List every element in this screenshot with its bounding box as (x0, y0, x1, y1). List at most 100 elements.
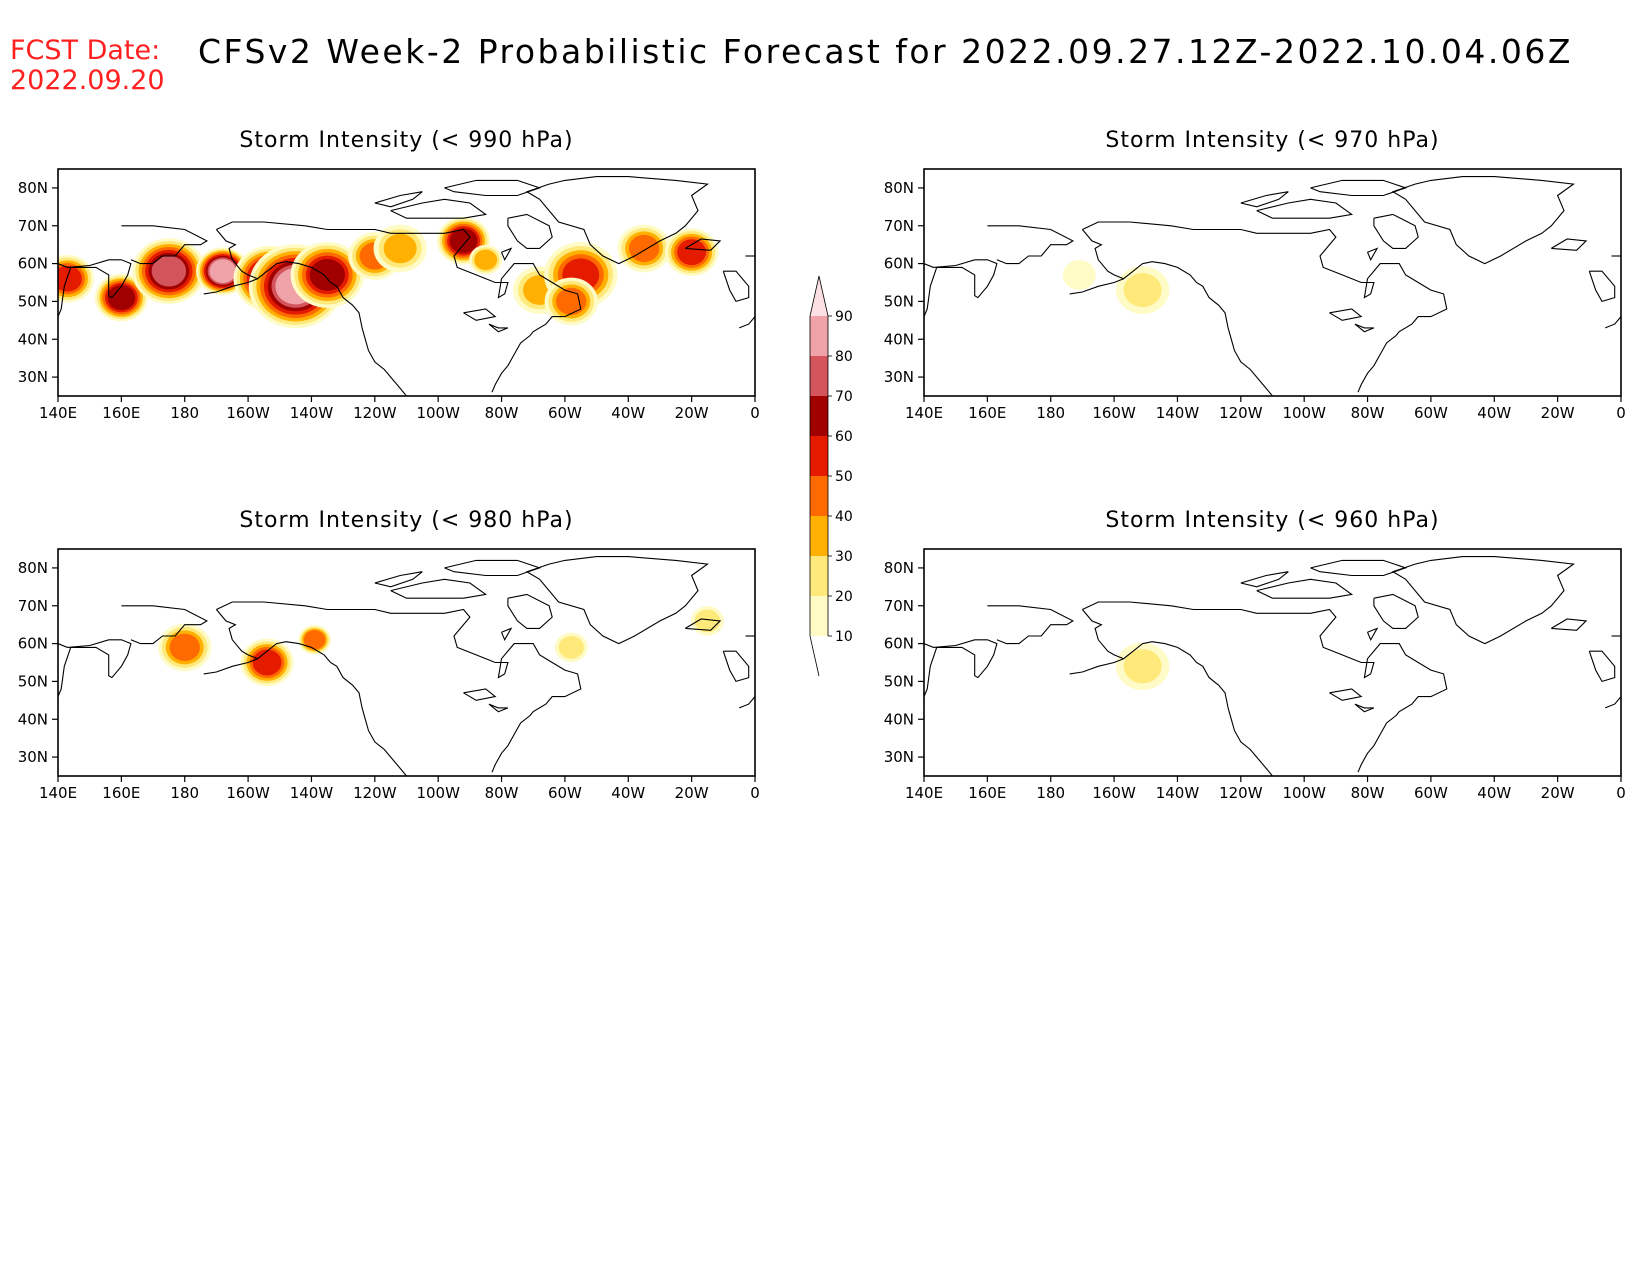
coastline (1588, 650, 1616, 683)
lon-tick-label: 160E (102, 784, 140, 802)
coastline (987, 605, 1075, 645)
lat-tick-label: 60N (18, 635, 48, 653)
coastline (987, 225, 1075, 265)
fcst-date-value: 2022.09.20 (10, 65, 165, 96)
fcst-date-caption: FCST Date: (10, 35, 161, 66)
lon-tick-label: 100W (416, 404, 460, 422)
coastline (1329, 688, 1363, 701)
lat-tick-label: 30N (884, 748, 914, 766)
lon-tick-label: 140E (905, 404, 943, 422)
coastline (121, 225, 209, 265)
map-frame (923, 168, 1622, 397)
lat-tick-label: 50N (18, 672, 48, 690)
lon-tick-label: 60W (1414, 404, 1448, 422)
colorbar-label: 40 (835, 509, 853, 525)
coastline (685, 238, 722, 251)
lat-tick-label: 80N (18, 179, 48, 197)
lon-tick-label: 40W (611, 404, 645, 422)
coastline (215, 229, 407, 396)
colorbar-label: 80 (835, 349, 853, 365)
lat-tick-label: 70N (18, 217, 48, 235)
lon-tick-label: 140W (290, 784, 334, 802)
coastline (215, 609, 407, 776)
coastline (1588, 270, 1616, 303)
coastline (722, 270, 750, 303)
lat-tick-label: 70N (884, 597, 914, 615)
colorbar-swatch (810, 596, 828, 636)
lon-tick-label: 180 (170, 404, 199, 422)
coastline (203, 278, 258, 295)
panel-title: Storm Intensity (< 970 hPa) (1105, 128, 1439, 153)
lon-tick-label: 160E (968, 784, 1006, 802)
coastline (722, 650, 750, 683)
coastline (1391, 176, 1575, 265)
coastline (1069, 278, 1124, 295)
coastline (374, 191, 423, 208)
probability-cell (1062, 260, 1096, 290)
lon-tick-label: 120W (353, 404, 397, 422)
coastline (1373, 213, 1419, 249)
lon-tick-label: 140E (39, 404, 77, 422)
lat-tick-label: 40N (884, 710, 914, 728)
colorbar-swatch (810, 516, 828, 556)
lon-tick-label: 0 (750, 404, 760, 422)
lat-tick-label: 30N (18, 368, 48, 386)
lat-tick-label: 70N (18, 597, 48, 615)
probability-cell (209, 259, 237, 284)
coastline (1256, 578, 1354, 599)
coastline (924, 259, 998, 317)
probability-cell (309, 259, 346, 291)
lon-tick-label: 120W (1219, 404, 1263, 422)
lon-tick-label: 20W (1541, 784, 1575, 802)
colorbar-swatch (810, 316, 828, 356)
map-panel-990: Storm Intensity (< 990 hPa) 140E 160E 180 16… (18, 128, 760, 422)
coastline (1082, 221, 1448, 393)
colorbar-swatch (810, 396, 828, 436)
coastline (1551, 618, 1588, 631)
lon-tick-label: 160W (226, 404, 270, 422)
coastline (203, 658, 258, 675)
colorbar-label: 10 (835, 629, 853, 645)
colorbar-swatch (810, 556, 828, 596)
coastline (444, 179, 542, 197)
probability-colorbar: 10 20 30 40 50 60 70 80 90 (809, 275, 853, 677)
panel-title: Storm Intensity (< 980 hPa) (239, 508, 573, 533)
panel-title: Storm Intensity (< 960 hPa) (1105, 508, 1439, 533)
coastline (390, 198, 488, 219)
lon-tick-label: 0 (1616, 404, 1626, 422)
lon-tick-label: 160E (102, 404, 140, 422)
coastline (58, 639, 132, 697)
coastline (1354, 323, 1375, 333)
lon-tick-label: 80W (1351, 404, 1385, 422)
lon-tick-label: 20W (675, 404, 709, 422)
lon-tick-label: 160W (1092, 404, 1136, 422)
probability-cell (169, 633, 200, 661)
colorbar-label: 30 (835, 549, 853, 565)
lon-tick-label: 140W (1156, 784, 1200, 802)
coastline (1366, 627, 1379, 642)
probability-cell (449, 228, 478, 254)
lat-tick-label: 40N (18, 330, 48, 348)
coastline (121, 605, 209, 645)
lat-tick-label: 60N (884, 635, 914, 653)
coastline (525, 556, 709, 645)
coastline (1310, 179, 1408, 197)
probability-cell (383, 233, 417, 264)
figure-title: CFSv2 Week-2 Probabilistic Forecast for … (198, 32, 1574, 71)
lon-tick-label: 20W (675, 784, 709, 802)
coastline (1373, 593, 1419, 629)
coastline (463, 688, 497, 701)
probability-cell (1123, 273, 1162, 308)
lon-tick-label: 100W (416, 784, 460, 802)
lon-tick-label: 140E (905, 784, 943, 802)
lon-tick-label: 140W (1156, 404, 1200, 422)
probability-cell (107, 285, 136, 311)
lon-tick-label: 120W (353, 784, 397, 802)
lon-tick-label: 120W (1219, 784, 1263, 802)
coastline (488, 703, 509, 713)
coastline (463, 308, 497, 321)
coastline (390, 578, 488, 599)
coastline (216, 221, 582, 393)
lat-tick-label: 60N (884, 255, 914, 273)
coastline (500, 627, 513, 642)
